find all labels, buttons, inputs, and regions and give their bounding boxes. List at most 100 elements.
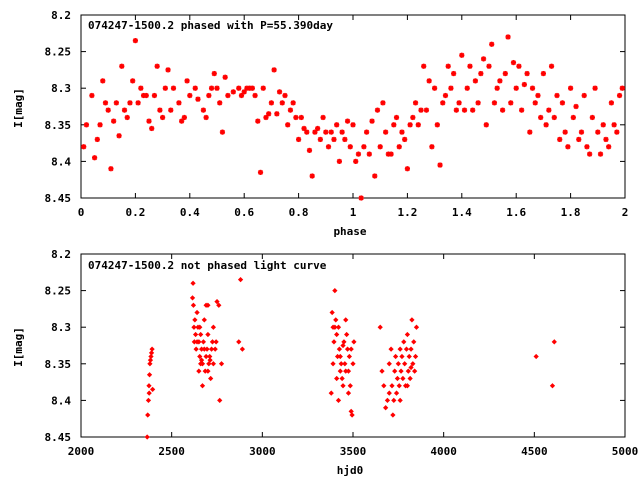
data-point bbox=[331, 136, 337, 143]
data-point bbox=[386, 390, 392, 396]
data-point bbox=[448, 85, 454, 91]
data-point bbox=[111, 118, 117, 124]
data-point bbox=[614, 129, 620, 135]
data-point bbox=[260, 85, 266, 91]
data-point bbox=[540, 70, 546, 77]
x-axis-label-phased: phase bbox=[333, 225, 366, 238]
data-point bbox=[214, 85, 220, 91]
y-tick-label: 8.2 bbox=[51, 9, 71, 22]
x-tick-label: 3000 bbox=[249, 445, 276, 458]
data-point bbox=[252, 92, 258, 99]
data-point bbox=[200, 107, 206, 113]
data-point bbox=[323, 129, 329, 135]
data-point bbox=[548, 63, 555, 69]
data-point bbox=[89, 92, 95, 99]
data-point bbox=[377, 144, 383, 150]
data-point bbox=[415, 122, 421, 128]
data-point bbox=[519, 107, 525, 113]
data-point bbox=[348, 346, 354, 352]
data-point bbox=[411, 339, 417, 345]
y-tick-label: 8.4 bbox=[51, 394, 71, 407]
data-point bbox=[406, 353, 412, 360]
y-ticks-unphased: 8.2 8.25 8.3 8.35 8.4 8.45 bbox=[45, 248, 625, 444]
data-point bbox=[344, 118, 351, 124]
x-tick-label: 1.6 bbox=[506, 206, 526, 219]
data-point bbox=[206, 92, 212, 99]
data-point bbox=[328, 129, 334, 135]
data-point bbox=[470, 107, 476, 113]
data-point bbox=[521, 81, 527, 88]
data-point bbox=[412, 100, 419, 106]
data-point bbox=[97, 122, 103, 128]
data-point bbox=[329, 309, 335, 316]
data-point bbox=[502, 70, 508, 77]
data-point bbox=[296, 136, 302, 143]
data-point bbox=[372, 173, 378, 179]
data-point bbox=[355, 151, 362, 157]
data-point bbox=[478, 70, 484, 77]
data-point bbox=[83, 122, 90, 128]
x-tick-label: 0.2 bbox=[125, 206, 145, 219]
data-point bbox=[391, 122, 397, 128]
data-point bbox=[377, 324, 383, 330]
data-point bbox=[208, 346, 215, 352]
x-axis-label-unphased: hjd0 bbox=[337, 464, 364, 477]
data-point bbox=[203, 302, 209, 308]
data-point bbox=[410, 114, 416, 121]
data-point bbox=[336, 346, 343, 352]
data-point bbox=[192, 85, 198, 91]
data-point bbox=[146, 118, 152, 124]
data-point bbox=[395, 361, 401, 367]
data-point bbox=[346, 353, 352, 360]
data-point bbox=[325, 144, 332, 150]
data-point bbox=[338, 361, 344, 367]
data-point bbox=[225, 92, 231, 99]
data-point bbox=[392, 368, 398, 374]
data-point bbox=[549, 383, 556, 389]
data-point bbox=[510, 59, 517, 66]
y-tick-label: 8.4 bbox=[51, 155, 71, 168]
data-point bbox=[392, 353, 399, 360]
data-point bbox=[187, 92, 193, 99]
data-point bbox=[195, 96, 201, 102]
data-point bbox=[150, 386, 156, 393]
chart-title-phased: 074247-1500.2 phased with P=55.390day bbox=[88, 19, 333, 32]
data-point bbox=[194, 339, 200, 345]
data-point bbox=[388, 151, 394, 157]
x-tick-label: 2500 bbox=[158, 445, 185, 458]
data-point bbox=[189, 295, 196, 301]
data-point bbox=[467, 63, 473, 69]
data-point bbox=[397, 346, 403, 352]
data-point bbox=[348, 408, 354, 415]
data-point bbox=[191, 324, 197, 330]
data-point bbox=[533, 353, 539, 360]
data-point bbox=[407, 122, 413, 128]
data-point bbox=[404, 166, 410, 172]
data-point bbox=[149, 125, 155, 132]
data-point bbox=[105, 107, 111, 113]
x-tick-label: 2000 bbox=[68, 445, 95, 458]
y-tick-label: 8.25 bbox=[45, 46, 72, 59]
data-point bbox=[489, 41, 495, 47]
data-point bbox=[543, 122, 549, 128]
data-point bbox=[408, 364, 414, 371]
data-point bbox=[157, 107, 163, 113]
data-point bbox=[168, 107, 174, 113]
data-point bbox=[340, 383, 346, 389]
data-point bbox=[396, 383, 402, 389]
data-point bbox=[148, 350, 155, 356]
data-point bbox=[147, 361, 153, 367]
x-tick-label: 1.2 bbox=[397, 206, 417, 219]
data-point bbox=[276, 89, 283, 95]
data-point bbox=[343, 368, 349, 374]
data-point bbox=[333, 317, 339, 323]
data-point bbox=[364, 129, 370, 135]
data-point bbox=[337, 353, 343, 360]
data-point bbox=[237, 276, 244, 283]
data-point bbox=[162, 85, 168, 91]
data-point bbox=[145, 412, 151, 418]
data-point bbox=[330, 361, 336, 367]
y-tick-label: 8.45 bbox=[45, 192, 72, 205]
y-tick-label: 8.2 bbox=[51, 248, 71, 261]
data-point bbox=[434, 122, 440, 128]
